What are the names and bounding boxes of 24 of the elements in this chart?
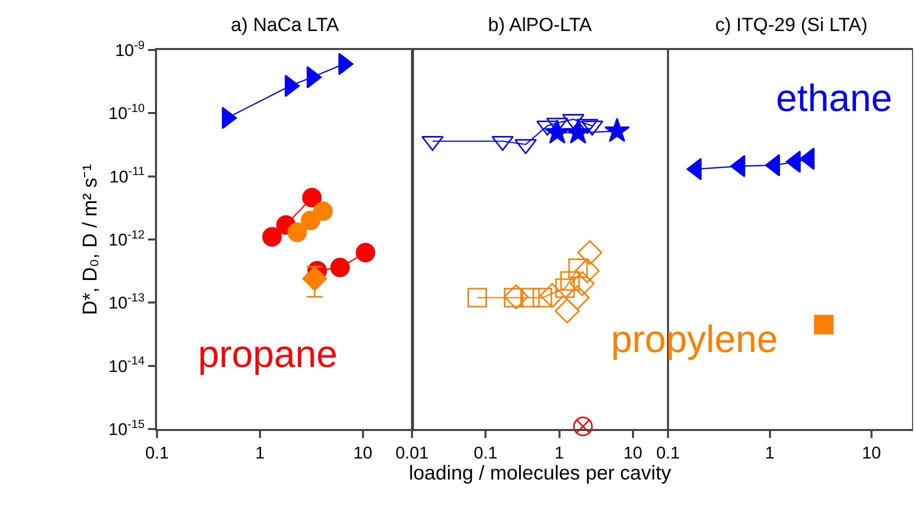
chart-title: c) ITQ-29 (Si LTA) xyxy=(715,15,868,36)
y-axis-title: D*, D₀, D / m² s⁻¹ xyxy=(79,164,102,315)
chart-title: a) NaCa LTA xyxy=(230,15,340,36)
x-tick-label: 1 xyxy=(255,443,265,462)
x-tick-label: 1 xyxy=(765,443,774,462)
chart-title: b) AlPO-LTA xyxy=(488,15,592,36)
y-tick-label: 10$^{-14}$ xyxy=(108,354,145,376)
annotation: ethane xyxy=(776,78,892,120)
y-tick-label: 10$^{-10}$ xyxy=(108,100,145,124)
y-tick-label: 10$^{-13}$ xyxy=(108,290,145,313)
x-tick-label: 0.01 xyxy=(395,443,429,462)
x-axis-title: loading / molecules per cavity xyxy=(408,462,672,484)
y-tick-label: 10$^{-9}$ xyxy=(115,38,145,60)
x-tick-label: 10 xyxy=(623,443,642,462)
x-tick-label: 1 xyxy=(554,443,564,462)
x-tick-label: 0.1 xyxy=(656,443,680,462)
x-tick-label: 0.1 xyxy=(474,443,498,462)
x-tick-label: 10 xyxy=(862,443,881,462)
y-tick-label: 10$^{-12}$ xyxy=(108,227,145,250)
annotation: propane xyxy=(198,334,338,376)
x-tick-label: 0.1 xyxy=(145,443,169,462)
x-tick-label: 10 xyxy=(353,443,372,462)
y-tick-label: 10$^{-15}$ xyxy=(108,416,145,439)
y-tick-label: 10$^{-11}$ xyxy=(109,164,145,186)
